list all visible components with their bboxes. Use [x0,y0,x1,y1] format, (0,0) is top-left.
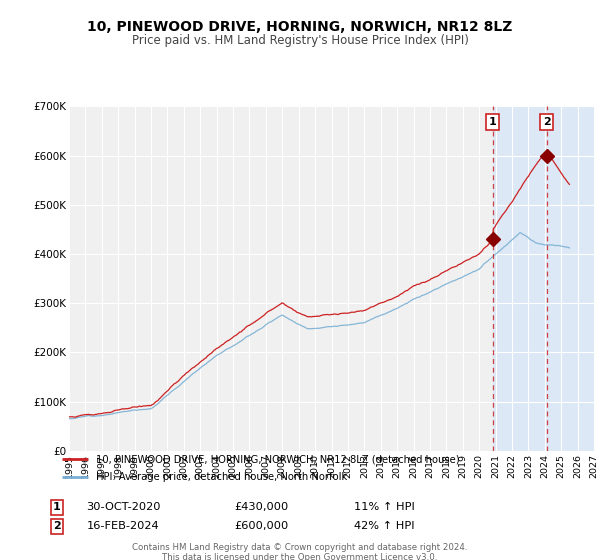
Text: 2: 2 [53,521,61,531]
Text: £430,000: £430,000 [234,502,288,512]
Text: 16-FEB-2024: 16-FEB-2024 [86,521,160,531]
Text: 42% ↑ HPI: 42% ↑ HPI [353,521,415,531]
Text: 10, PINEWOOD DRIVE, HORNING, NORWICH, NR12 8LZ: 10, PINEWOOD DRIVE, HORNING, NORWICH, NR… [88,20,512,34]
Text: 11% ↑ HPI: 11% ↑ HPI [353,502,415,512]
Text: 10, PINEWOOD DRIVE, HORNING, NORWICH, NR12 8LZ (detached house): 10, PINEWOOD DRIVE, HORNING, NORWICH, NR… [96,454,460,464]
Text: 2: 2 [543,117,551,127]
Text: 30-OCT-2020: 30-OCT-2020 [86,502,160,512]
Text: Contains HM Land Registry data © Crown copyright and database right 2024.: Contains HM Land Registry data © Crown c… [132,543,468,552]
Text: 1: 1 [489,117,497,127]
Text: This data is licensed under the Open Government Licence v3.0.: This data is licensed under the Open Gov… [163,553,437,560]
Text: Price paid vs. HM Land Registry's House Price Index (HPI): Price paid vs. HM Land Registry's House … [131,34,469,46]
Text: 1: 1 [53,502,61,512]
Bar [493,106,594,451]
Text: HPI: Average price, detached house, North Norfolk: HPI: Average price, detached house, Nort… [96,472,347,482]
Text: £600,000: £600,000 [234,521,288,531]
